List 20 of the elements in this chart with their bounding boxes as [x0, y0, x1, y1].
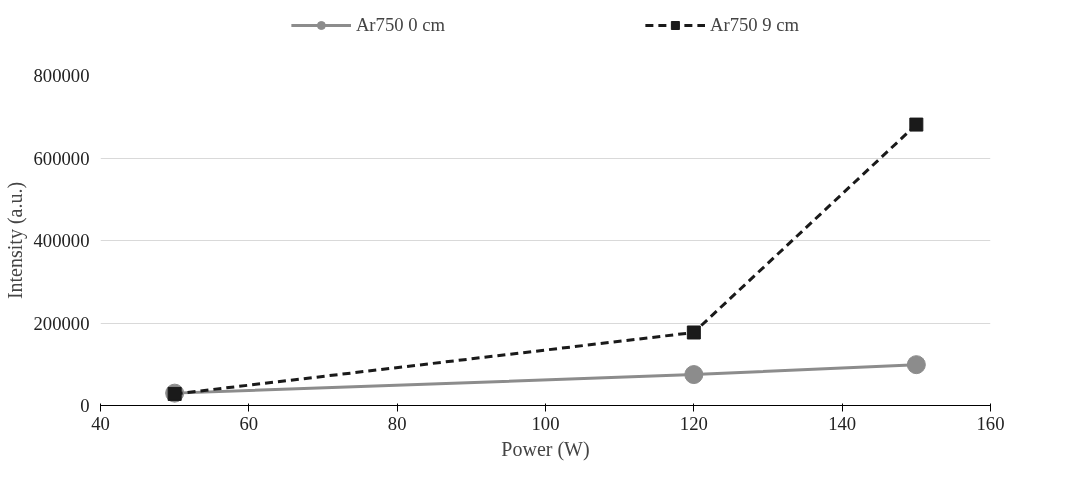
- legend-label: Ar750 9 cm: [710, 14, 800, 36]
- x-tick-label: 80: [387, 412, 407, 434]
- y-tick-label: 200000: [33, 312, 90, 334]
- point: [906, 355, 926, 375]
- x-tick-label: 60: [239, 412, 259, 434]
- y-tick-label: 0: [80, 395, 90, 416]
- y-tick-label: 400000: [33, 230, 90, 251]
- x-tick-label: 120: [679, 412, 708, 434]
- x-tick-label: 160: [976, 412, 1005, 434]
- point: [684, 365, 704, 385]
- y-axis-title: Intensity (a.u.): [3, 181, 27, 300]
- legend-label: Ar750 0 cm: [355, 14, 445, 36]
- point: [686, 325, 701, 340]
- x-tick-label: 140: [828, 412, 857, 434]
- y-tick-label: 800000: [33, 65, 90, 86]
- x-tick-label: 100: [531, 412, 560, 434]
- x-axis-title: Power (W): [501, 437, 590, 461]
- x-tick-label: 40: [91, 412, 110, 434]
- point: [909, 117, 924, 132]
- y-tick-label: 600000: [33, 147, 90, 169]
